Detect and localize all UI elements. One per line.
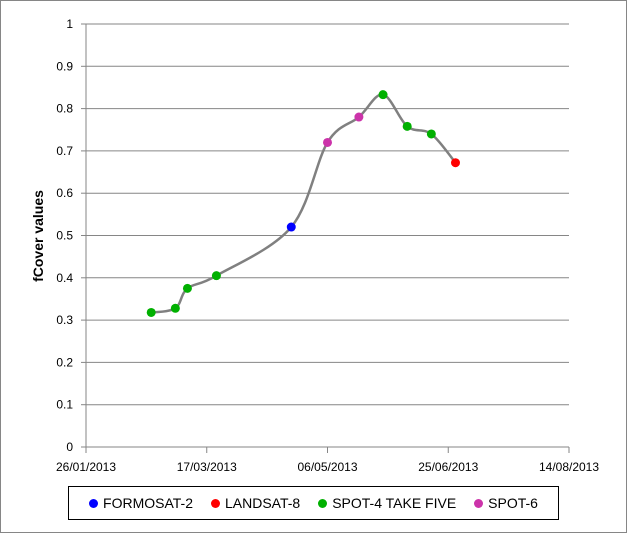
y-tick-label: 1 xyxy=(66,17,73,31)
y-axis-title: fCover values xyxy=(30,190,46,282)
legend-item: SPOT-4 TAKE FIVE xyxy=(318,495,456,511)
x-tick-label: 14/08/2013 xyxy=(539,460,599,474)
data-point xyxy=(323,137,332,147)
series-line xyxy=(150,93,457,314)
y-tick-label: 0.6 xyxy=(56,186,73,200)
x-tick-label: 06/05/2013 xyxy=(297,460,357,474)
y-tick-label: 0.4 xyxy=(56,271,73,285)
legend-item: SPOT-6 xyxy=(474,495,538,511)
y-tick-label: 0.2 xyxy=(56,355,73,369)
legend-marker xyxy=(318,498,328,508)
y-tick-label: 0.9 xyxy=(56,59,73,73)
data-point xyxy=(170,303,180,313)
data-point xyxy=(450,158,460,168)
data-point xyxy=(378,90,388,100)
legend-label: LANDSAT-8 xyxy=(224,495,301,511)
legend-item: FORMOSAT-2 xyxy=(89,495,193,511)
data-point xyxy=(426,129,436,139)
legend-label: SPOT-4 TAKE FIVE xyxy=(332,495,457,511)
data-point xyxy=(182,283,192,293)
y-tick-label: 0.8 xyxy=(56,102,73,116)
data-point xyxy=(354,112,364,122)
data-point xyxy=(146,307,156,317)
x-tick-label: 26/01/2013 xyxy=(56,460,116,474)
y-tick-label: 0.5 xyxy=(56,229,73,243)
legend-item: LANDSAT-8 xyxy=(210,495,301,511)
x-tick-label: 25/06/2013 xyxy=(418,460,478,474)
y-tick-label: 0.7 xyxy=(56,144,73,158)
legend-label: FORMOSAT-2 xyxy=(103,495,193,511)
legend-label: SPOT-6 xyxy=(488,495,538,511)
legend-marker xyxy=(474,498,484,508)
legend-marker xyxy=(89,498,99,508)
data-point xyxy=(402,121,412,131)
legend-marker xyxy=(210,498,220,508)
y-tick-label: 0.1 xyxy=(56,398,73,412)
x-tick-label: 17/03/2013 xyxy=(177,460,237,474)
data-point xyxy=(286,222,296,232)
legend: FORMOSAT-2 LANDSAT-8 SPOT-4 TAKE FIVE SPOT-… xyxy=(68,486,559,520)
data-point xyxy=(211,271,221,281)
y-tick-label: 0 xyxy=(66,440,73,454)
y-tick-label: 0.3 xyxy=(56,313,73,327)
